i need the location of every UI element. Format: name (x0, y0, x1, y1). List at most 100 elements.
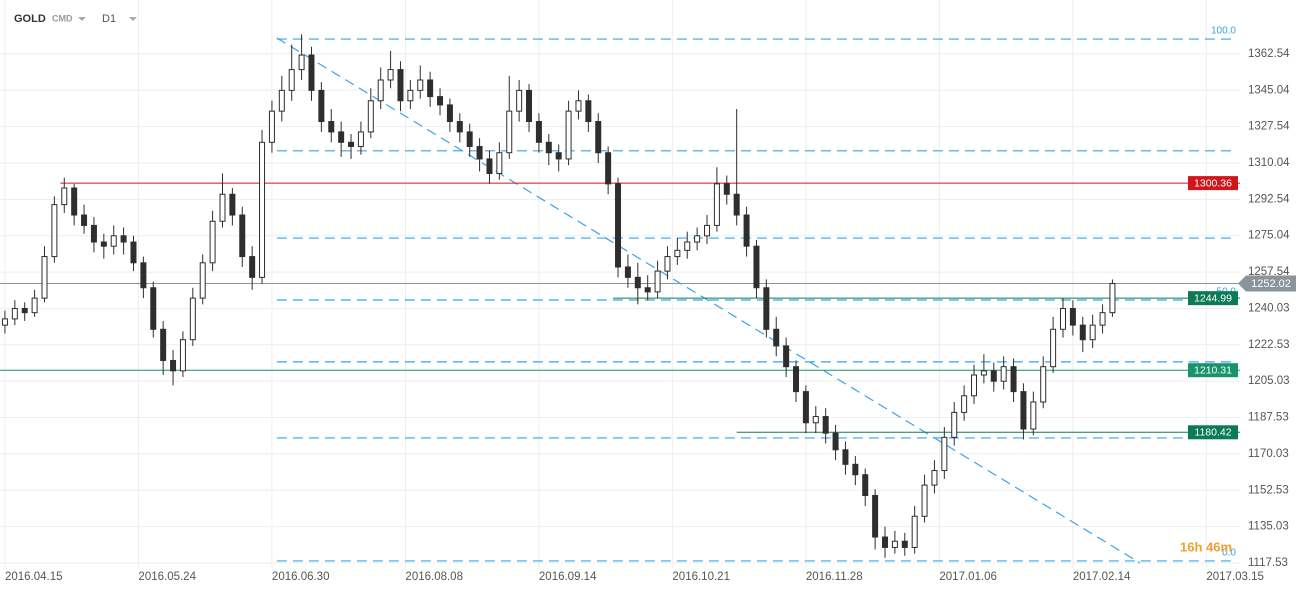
current-price-tag (1238, 275, 1296, 292)
candle-body (575, 100, 582, 112)
candle-body (1089, 324, 1096, 341)
candle-body (891, 540, 898, 548)
candle-body (446, 104, 453, 123)
candle-body (901, 540, 908, 548)
market[interactable]: CMD (52, 13, 73, 23)
trendline (276, 37, 1141, 564)
candle-body (427, 79, 434, 98)
candle-body (812, 416, 819, 424)
candle-body (179, 339, 186, 372)
candle-body (773, 328, 780, 347)
candle-body (437, 96, 444, 106)
candle-body (882, 536, 889, 548)
fib-label: 0.0 (1222, 548, 1236, 559)
candle-body (753, 245, 760, 289)
candle-body (189, 297, 196, 341)
candle-body (832, 432, 839, 451)
level-tag-label: 1210.31 (1194, 364, 1232, 376)
candle-body (1030, 401, 1037, 430)
y-tick-label: 1170.03 (1248, 448, 1289, 460)
candle-body (278, 89, 285, 112)
candle-body (852, 463, 859, 476)
candle-body (407, 89, 414, 102)
level-tag (1188, 425, 1238, 440)
candle-body (170, 359, 177, 372)
candle-body (763, 287, 770, 330)
candle-body (535, 121, 542, 143)
candle-body (71, 187, 78, 216)
current-price-label: 1252.02 (1251, 278, 1291, 290)
candle-body (21, 308, 28, 314)
x-tick-label: 2016.08.08 (405, 571, 463, 583)
y-tick-label: 1117.53 (1248, 557, 1288, 569)
y-tick-label: 1205.03 (1248, 375, 1290, 387)
candle-body (605, 152, 612, 185)
candle-body (377, 79, 384, 102)
candle-body (357, 131, 364, 147)
candle-body (990, 370, 997, 382)
candle-body (615, 183, 622, 268)
x-tick-label: 2017.03.15 (1206, 571, 1264, 583)
y-tick-label: 1257.54 (1248, 266, 1290, 278)
candle-body (545, 141, 552, 154)
candle-body (367, 100, 374, 133)
candle-body (51, 204, 58, 258)
candle-body (160, 328, 167, 361)
candle-body (417, 79, 424, 91)
candle-body (100, 241, 107, 247)
candle-body (209, 220, 216, 264)
candle-body (476, 145, 483, 160)
candle-body (239, 214, 246, 258)
candle-body (961, 395, 968, 413)
candle-body (348, 141, 355, 147)
level-tag-label: 1300.36 (1194, 177, 1232, 189)
candle-body (11, 308, 18, 320)
y-tick-label: 1310.04 (1248, 157, 1290, 169)
x-tick-label: 2016.10.21 (672, 571, 730, 583)
candle-body (1000, 366, 1007, 382)
y-tick-label: 1327.54 (1248, 121, 1290, 133)
candle-body (110, 235, 117, 247)
candle-body (862, 474, 869, 496)
candle-body (150, 287, 157, 330)
y-tick-label: 1345.04 (1248, 84, 1290, 96)
candle-body (971, 374, 978, 397)
dropdown-arrow[interactable] (129, 17, 137, 21)
candle-body (338, 131, 345, 143)
candle-body (1059, 308, 1066, 330)
candle-body (506, 110, 513, 154)
candle-body (61, 187, 68, 206)
symbol[interactable]: GOLD (14, 13, 46, 25)
candle-body (1069, 308, 1076, 326)
y-tick-label: 1240.03 (1248, 302, 1290, 314)
candle-body (664, 256, 671, 272)
candle-body (31, 297, 38, 314)
candle-body (90, 224, 97, 243)
candle-body (951, 411, 958, 438)
candle-body (259, 141, 266, 278)
candle-body (397, 69, 404, 102)
candle-body (921, 484, 928, 517)
dropdown-arrow[interactable] (78, 17, 86, 21)
candle-body (654, 270, 661, 293)
y-tick-label: 1152.53 (1248, 484, 1289, 496)
level-tag (1188, 363, 1238, 378)
y-tick-label: 1292.54 (1248, 193, 1290, 205)
level-tag-label: 1180.42 (1194, 427, 1231, 439)
candle-body (911, 515, 918, 548)
candle-body (298, 54, 305, 71)
timeframe[interactable]: D1 (102, 13, 116, 25)
candle-body (713, 183, 720, 226)
candle-body (783, 345, 790, 368)
candle-body (308, 54, 315, 91)
candle-body (872, 494, 879, 538)
candle-body (793, 366, 800, 393)
candle-body (486, 158, 493, 174)
candle-body (585, 100, 592, 123)
x-tick-label: 2017.02.14 (1073, 571, 1131, 583)
y-tick-label: 1135.03 (1248, 521, 1289, 533)
candle-body (199, 262, 206, 299)
x-tick-label: 2017.01.06 (939, 571, 997, 583)
candle-body (268, 110, 275, 143)
candle-body (229, 193, 236, 216)
